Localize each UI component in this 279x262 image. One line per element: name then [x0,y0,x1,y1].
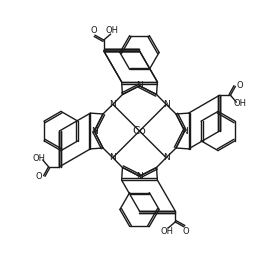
Text: N: N [109,153,116,162]
Text: N: N [181,127,188,135]
Text: Co: Co [133,126,146,136]
Text: N: N [136,81,143,90]
Text: O: O [182,227,189,236]
Text: OH: OH [33,154,46,163]
Text: OH: OH [105,26,119,35]
Text: N: N [91,127,98,135]
Text: OH: OH [160,227,174,236]
Text: O: O [90,26,97,35]
Text: O: O [36,172,42,181]
Text: OH: OH [233,99,246,108]
Text: N: N [109,100,116,109]
Text: O: O [237,81,243,90]
Text: N: N [136,172,143,181]
Text: N: N [163,100,170,109]
Text: N: N [163,153,170,162]
